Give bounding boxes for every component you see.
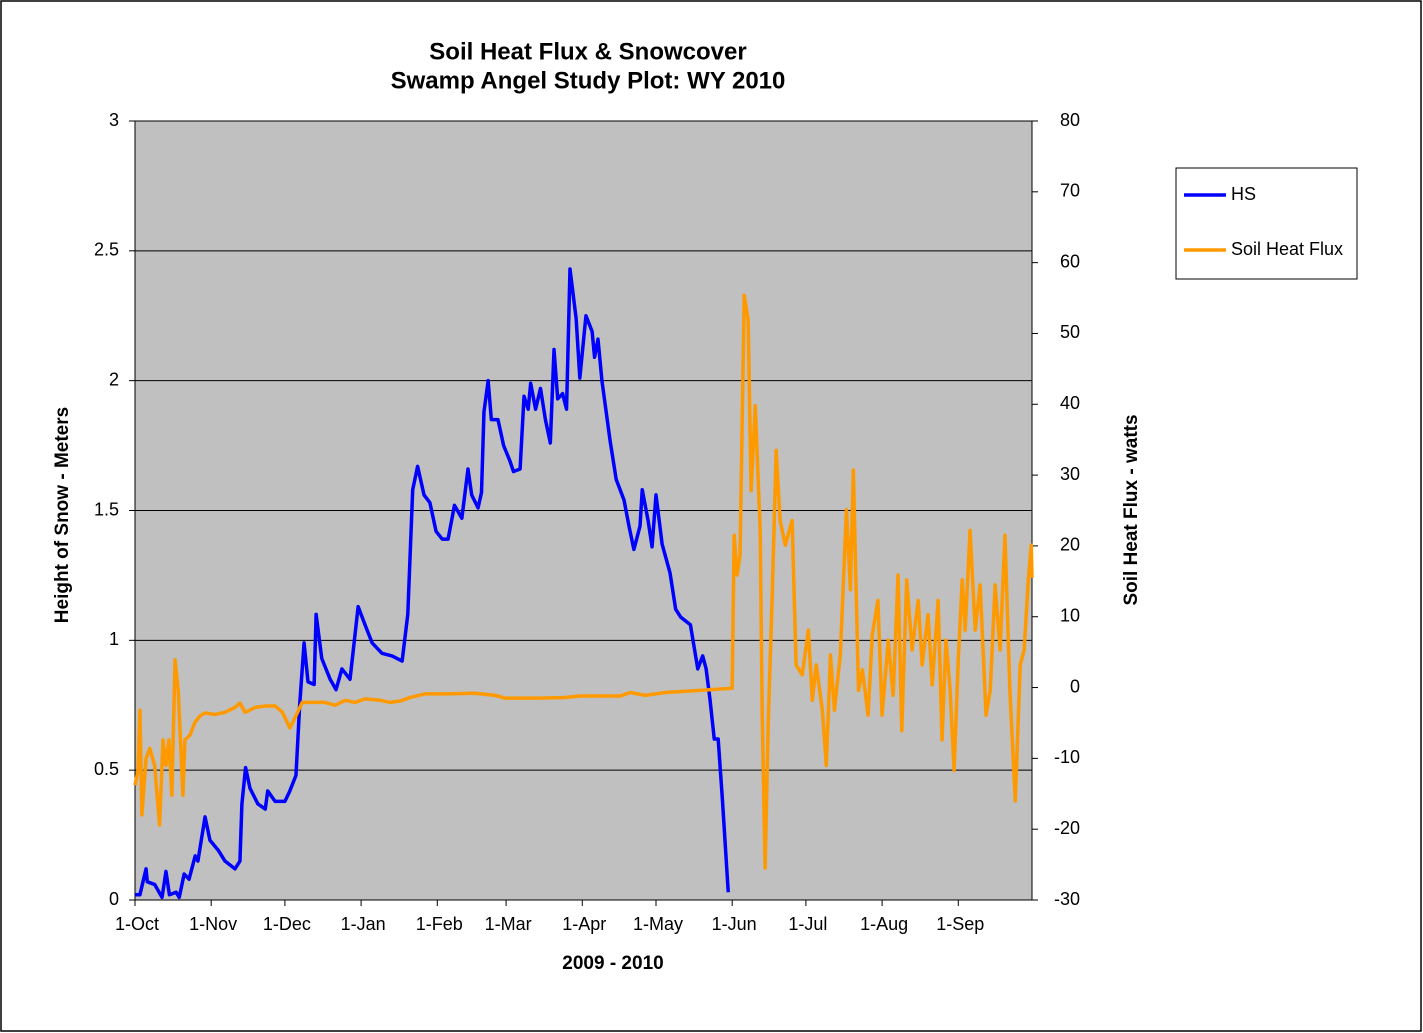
y-tick-label: 1.5 bbox=[94, 499, 119, 519]
chart-subtitle: Swamp Angel Study Plot: WY 2010 bbox=[391, 67, 786, 94]
y2-tick-label: 60 bbox=[1060, 251, 1080, 271]
y2-tick-label: 30 bbox=[1060, 464, 1080, 484]
y-tick-label: 1 bbox=[109, 629, 119, 649]
y-tick-label: 3 bbox=[109, 110, 119, 130]
y2-tick-label: -30 bbox=[1054, 889, 1080, 909]
x-tick-label: 1-Sep bbox=[936, 914, 984, 934]
y2-tick-label: 20 bbox=[1060, 535, 1080, 555]
x-axis-title: 2009 - 2010 bbox=[562, 953, 663, 974]
x-tick-label: 1-Mar bbox=[485, 914, 532, 934]
x-tick-label: 1-Aug bbox=[860, 914, 908, 934]
legend-label: HS bbox=[1231, 184, 1256, 204]
chart-title: Soil Heat Flux & Snowcover bbox=[429, 38, 746, 65]
y2-axis-title: Soil Heat Flux - watts bbox=[1121, 414, 1142, 605]
x-tick-label: 1-May bbox=[633, 914, 683, 934]
y-tick-label: 0.5 bbox=[94, 759, 119, 779]
x-tick-label: 1-Nov bbox=[189, 914, 237, 934]
legend-label: Soil Heat Flux bbox=[1231, 239, 1343, 259]
y2-tick-label: -10 bbox=[1054, 747, 1080, 767]
legend-box bbox=[1175, 167, 1358, 280]
y-tick-label: 2.5 bbox=[94, 240, 119, 260]
y2-tick-label: 10 bbox=[1060, 605, 1080, 625]
x-tick-label: 1-Dec bbox=[263, 914, 311, 934]
x-tick-label: 1-Jun bbox=[712, 914, 757, 934]
y-axis-title: Height of Snow - Meters bbox=[52, 407, 73, 623]
y2-tick-label: 70 bbox=[1060, 181, 1080, 201]
y2-tick-label: -20 bbox=[1054, 818, 1080, 838]
y2-tick-label: 50 bbox=[1060, 322, 1080, 342]
y-tick-label: 0 bbox=[109, 889, 119, 909]
x-tick-label: 1-Jul bbox=[788, 914, 827, 934]
y-tick-label: 2 bbox=[109, 369, 119, 389]
x-tick-label: 1-Apr bbox=[562, 914, 606, 934]
x-tick-label: 1-Jan bbox=[341, 914, 386, 934]
y2-tick-label: 0 bbox=[1070, 676, 1080, 696]
series-line bbox=[133, 293, 1034, 870]
y2-tick-label: 80 bbox=[1060, 110, 1080, 130]
series-line bbox=[135, 267, 730, 900]
x-tick-label: 1-Oct bbox=[115, 914, 159, 934]
y2-tick-label: 40 bbox=[1060, 393, 1080, 413]
x-tick-label: 1-Feb bbox=[416, 914, 463, 934]
